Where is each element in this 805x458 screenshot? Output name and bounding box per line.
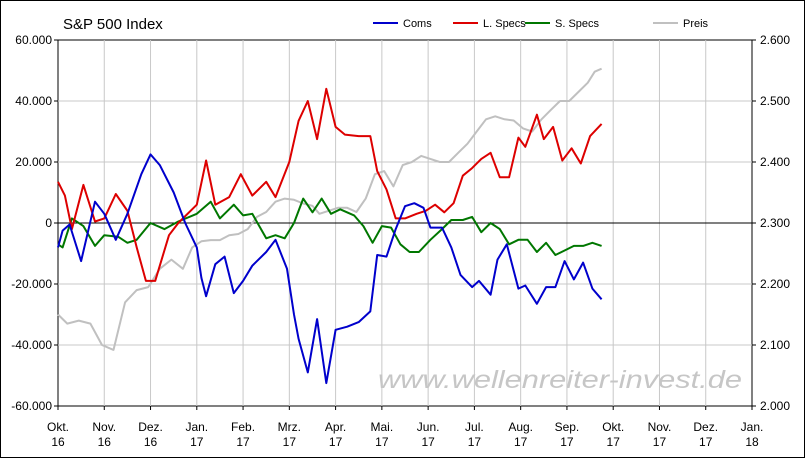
x-tick-label-year: 17 bbox=[375, 435, 389, 449]
x-tick-label-year: 17 bbox=[468, 435, 482, 449]
y-right-tick-label: 2.200 bbox=[760, 277, 790, 291]
y-right-tick-label: 2.100 bbox=[760, 338, 790, 352]
y-left-tick-label: 20.000 bbox=[15, 155, 52, 169]
legend-label: L. Specs bbox=[483, 18, 526, 30]
x-tick-label-month: Nov. bbox=[92, 420, 116, 434]
x-tick-label-year: 17 bbox=[421, 435, 435, 449]
x-tick-label-year: 16 bbox=[98, 435, 112, 449]
x-tick-label-year: 17 bbox=[236, 435, 250, 449]
legend-label: Preis bbox=[683, 18, 709, 30]
x-axis: Okt.16Nov.16Dez.16Jan.17Feb.17Mrz.17Apr.… bbox=[47, 406, 763, 449]
series-line-preis bbox=[57, 67, 602, 351]
y-right-tick-label: 2.400 bbox=[760, 155, 790, 169]
y-axis-left: -60.000 -40.000 -20.000 0 20.000 40.000 60.000 bbox=[11, 33, 58, 413]
series-line-l-specs bbox=[57, 87, 603, 282]
y-axis-right: 2.000 2.100 2.200 2.300 2.400 2.500 2.600 bbox=[752, 33, 790, 413]
x-tick-label-month: Nov. bbox=[648, 420, 672, 434]
y-left-tick-label: 0 bbox=[45, 216, 52, 230]
watermark-text: www.wellenreiter-invest.de bbox=[378, 366, 742, 394]
x-tick-label-year: 17 bbox=[190, 435, 204, 449]
x-tick-label-month: Okt. bbox=[602, 420, 624, 434]
y-right-tick-label: 2.000 bbox=[760, 399, 790, 413]
x-tick-label-month: Aug. bbox=[508, 420, 533, 434]
x-tick-label-year: 17 bbox=[514, 435, 528, 449]
series-line-coms bbox=[57, 153, 603, 385]
x-tick-label-year: 17 bbox=[329, 435, 343, 449]
x-tick-label-year: 17 bbox=[560, 435, 574, 449]
y-right-tick-label: 2.300 bbox=[760, 216, 790, 230]
x-tick-label-year: 17 bbox=[607, 435, 621, 449]
x-tick-label-year: 17 bbox=[653, 435, 667, 449]
x-tick-label-month: Mai. bbox=[371, 420, 394, 434]
x-tick-label-year: 16 bbox=[144, 435, 158, 449]
series-layer bbox=[57, 67, 603, 385]
y-left-tick-label: -20.000 bbox=[11, 277, 52, 291]
chart-title: S&P 500 Index bbox=[63, 16, 163, 33]
x-tick-label-month: Dez. bbox=[693, 420, 718, 434]
y-left-tick-label: -40.000 bbox=[11, 338, 52, 352]
legend: Coms L. Specs S. Specs Preis bbox=[373, 18, 709, 30]
y-right-tick-label: 2.500 bbox=[760, 94, 790, 108]
x-tick-label-month: Sep. bbox=[555, 420, 580, 434]
x-tick-label-month: Mrz. bbox=[278, 420, 301, 434]
x-tick-label-month: Feb. bbox=[231, 420, 255, 434]
x-tick-label-year: 18 bbox=[745, 435, 759, 449]
x-tick-label-year: 17 bbox=[283, 435, 297, 449]
y-left-tick-label: 60.000 bbox=[15, 33, 52, 47]
series-line-s-specs bbox=[57, 197, 602, 256]
y-right-tick-label: 2.600 bbox=[760, 33, 790, 47]
x-tick-label-month: Apr. bbox=[325, 420, 346, 434]
x-tick-label-month: Jan. bbox=[741, 420, 764, 434]
x-tick-label-month: Jun. bbox=[417, 420, 440, 434]
x-tick-label-month: Okt. bbox=[47, 420, 69, 434]
y-left-tick-label: -60.000 bbox=[11, 399, 52, 413]
x-tick-label-month: Dez. bbox=[138, 420, 163, 434]
y-left-tick-label: 40.000 bbox=[15, 94, 52, 108]
x-tick-label-month: Jan. bbox=[185, 420, 208, 434]
x-tick-label-year: 17 bbox=[699, 435, 713, 449]
legend-label: Coms bbox=[403, 18, 432, 30]
x-tick-label-year: 16 bbox=[51, 435, 65, 449]
legend-label: S. Specs bbox=[555, 18, 600, 30]
x-tick-label-month: Jul. bbox=[465, 420, 484, 434]
